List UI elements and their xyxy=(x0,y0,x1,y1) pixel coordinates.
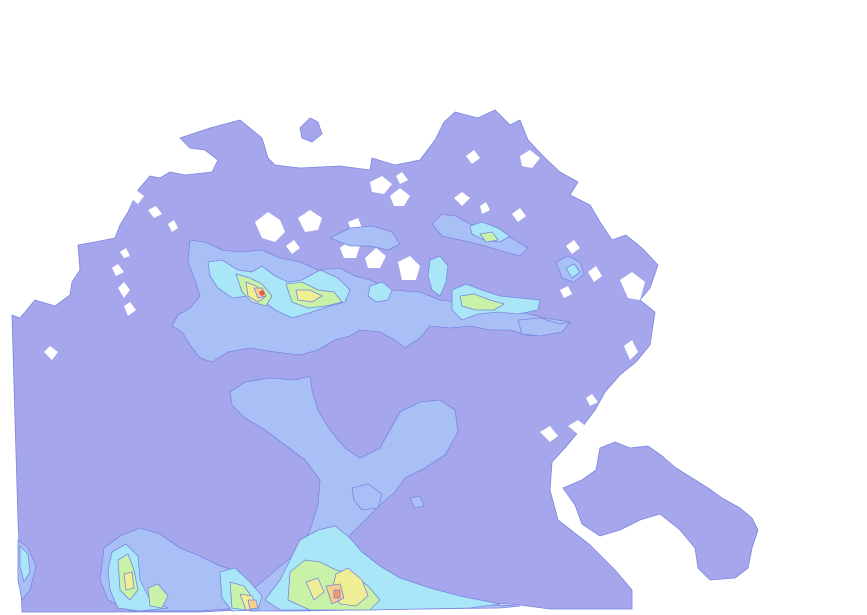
density-peak-marker xyxy=(259,290,265,296)
density-region-north-islet xyxy=(299,117,323,143)
density-level-high xyxy=(247,287,345,610)
density-region-east-arm xyxy=(562,441,759,581)
